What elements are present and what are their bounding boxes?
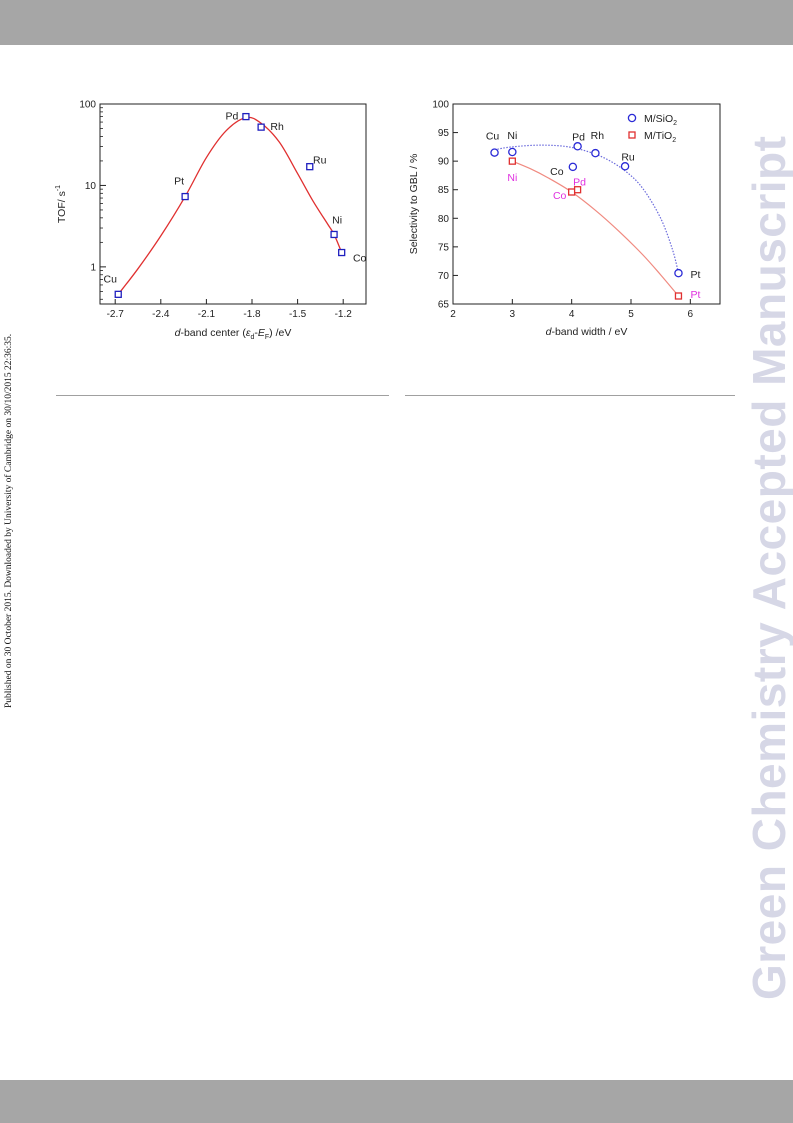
data-point-co — [338, 248, 346, 257]
y-tick-label: 85 — [438, 185, 450, 196]
point-label-pt: Pt — [691, 289, 701, 301]
x-tick-label: -1.5 — [289, 309, 307, 320]
data-point-pd — [242, 112, 250, 121]
data-point-cu — [490, 148, 499, 157]
legend-marker — [628, 131, 636, 139]
plot-frame — [452, 103, 721, 305]
point-label-co: Co — [353, 253, 367, 265]
y-tick-label: 80 — [438, 214, 450, 225]
y-tick-label: 100 — [79, 100, 96, 111]
point-label-pd: Pd — [572, 131, 585, 143]
legend-label: M/TiO2 — [644, 130, 676, 144]
y-tick-label: 10 — [85, 181, 97, 192]
point-label-pt: Pt — [174, 176, 184, 188]
x-tick-label: 5 — [628, 309, 634, 320]
data-point-pd — [573, 186, 582, 194]
data-point-ru — [306, 163, 314, 171]
tof-vs-d-band-center-chart: -2.7 -2.4 -2.1 -1.8 -1.5 -1.2 1 10 100 Cu Pt Pd Rh Ru… — [55, 100, 367, 342]
point-label-cu: Cu — [486, 131, 500, 143]
legend-label: M/SiO2 — [644, 113, 677, 127]
data-point-rh — [591, 148, 600, 158]
x-tick-label: -2.4 — [152, 309, 170, 320]
x-tick-label: -2.1 — [198, 309, 216, 320]
point-label-rh: Rh — [270, 121, 284, 133]
accepted-manuscript-watermark: Green Chemistry Accepted Manuscript — [743, 135, 793, 1000]
x-axis-label: d-band center (εd-EF) /eV — [175, 327, 292, 341]
y-tick-label: 65 — [438, 300, 450, 311]
fit-curve — [494, 144, 680, 274]
y-tick-label: 100 — [432, 100, 449, 111]
point-label-rh: Rh — [591, 130, 605, 142]
y-tick-label: 95 — [438, 128, 450, 139]
data-point-rh — [257, 123, 265, 131]
y-axis-label: Selectivity to GBL / % — [408, 154, 420, 255]
y-tick-label: 70 — [438, 271, 450, 282]
point-label-cu: Cu — [104, 273, 118, 285]
data-point-pt — [181, 192, 189, 201]
y-tick-label: 90 — [438, 157, 450, 168]
x-tick-label: 3 — [510, 309, 516, 320]
x-tick-label: 6 — [688, 309, 694, 320]
data-point-pt — [674, 292, 683, 300]
point-label-pd: Pd — [573, 177, 586, 189]
point-label-pt: Pt — [691, 269, 701, 281]
data-point-ni — [330, 230, 338, 239]
selectivity-vs-d-band-width-chart: 2 3 4 5 6 65 70 75 80 85 90 95 100 Cu Ni Pd Rh Ru Co Pt Ni Co… — [408, 100, 721, 338]
data-point-ni — [508, 157, 516, 165]
footer-bar — [0, 1080, 793, 1123]
point-label-co: Co — [550, 166, 564, 178]
x-tick-label: 4 — [569, 309, 575, 320]
point-label-ni: Ni — [507, 172, 517, 184]
data-point-co — [568, 162, 578, 172]
data-point-pt — [674, 268, 683, 278]
point-label-ru: Ru — [313, 155, 327, 167]
point-label-co: Co — [553, 190, 567, 202]
fit-curve — [117, 116, 343, 295]
point-label-ni: Ni — [332, 214, 342, 226]
x-axis-label: d-band width / eV — [546, 326, 628, 338]
fit-curve — [512, 160, 679, 297]
publication-note: Published on 30 October 2015. Downloaded… — [4, 333, 14, 708]
x-tick-label: -1.8 — [243, 309, 261, 320]
plot-frame — [99, 103, 367, 305]
figure-divider-left — [56, 395, 389, 396]
header-bar — [0, 0, 793, 45]
data-point-ru — [620, 162, 630, 171]
y-tick-label: 75 — [438, 242, 450, 253]
point-label-ru: Ru — [621, 151, 635, 163]
data-point-co — [568, 188, 576, 196]
data-point-cu — [114, 290, 122, 298]
data-point-ni — [508, 147, 517, 157]
legend-marker — [627, 113, 637, 123]
figure-divider-right — [405, 395, 735, 396]
x-tick-label: -1.2 — [335, 309, 353, 320]
y-tick-label: 1 — [90, 262, 96, 273]
x-tick-label: -2.7 — [107, 309, 125, 320]
y-axis-label: TOF/ s-1 — [55, 185, 68, 223]
point-label-ni: Ni — [507, 130, 517, 142]
point-label-pd: Pd — [225, 111, 238, 123]
data-point-pd — [573, 142, 582, 151]
x-tick-label: 2 — [450, 309, 456, 320]
